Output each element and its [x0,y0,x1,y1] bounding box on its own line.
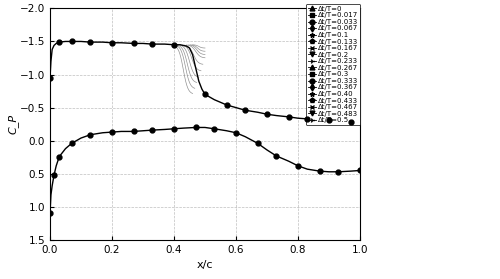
Y-axis label: C_P: C_P [8,114,18,134]
Legend: Δt/T=0, Δt/T=0.017, Δt/T=0.033, Δt/T=0.067, Δt/T=0.1, Δt/T=0.133, Δt/T=0.167, Δt: Δt/T=0, Δt/T=0.017, Δt/T=0.033, Δt/T=0.0… [306,4,360,125]
X-axis label: x/c: x/c [197,260,213,270]
